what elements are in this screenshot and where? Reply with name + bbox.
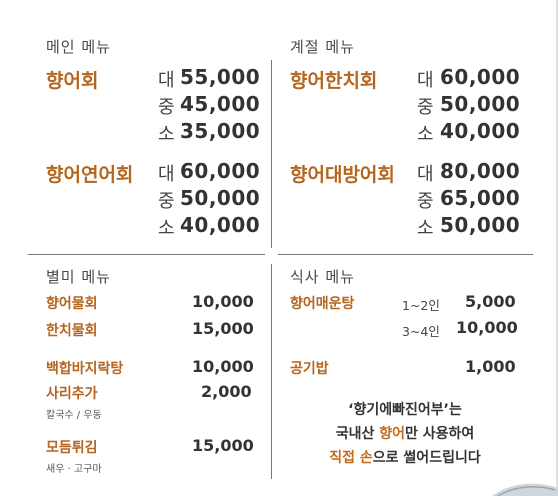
seasonal-item-2-size-1: 대	[417, 164, 434, 185]
slogan-line-3: 직접 손으로 썰어드립니다	[280, 447, 530, 467]
specialty-item-name-4: 사리추가	[46, 386, 98, 402]
seasonal-item-name-2: 향어대방어회	[290, 164, 395, 186]
meal-item-1-price-1: 5,000	[465, 292, 516, 311]
seasonal-item-name-1: 향어한치회	[290, 70, 378, 92]
slogan-line-2: 국내산 향어만 사용하여	[280, 423, 530, 443]
specialty-item-sub-4: 칼국수 / 우동	[46, 410, 102, 421]
seasonal-item-2-price-3: 50,000	[440, 213, 521, 237]
fish-illustration-icon	[492, 483, 558, 496]
meal-item-name-1: 향어매운탕	[290, 296, 355, 312]
specialty-item-sub-5: 새우 · 고구마	[46, 464, 102, 475]
main-item-1-price-2: 45,000	[180, 92, 261, 116]
seasonal-item-2-price-2: 65,000	[440, 186, 521, 210]
slogan-line-2-post: 만 사용하여	[405, 426, 475, 442]
specialty-item-name-5: 모듬튀김	[46, 440, 98, 456]
horizontal-divider-right	[278, 254, 533, 255]
specialty-item-price-4: 2,000	[201, 382, 252, 401]
meal-item-1-price-2: 10,000	[456, 318, 518, 337]
specialty-item-price-1: 10,000	[192, 292, 254, 311]
seasonal-item-1-price-3: 40,000	[440, 119, 521, 143]
specialty-item-name-3: 백합바지락탕	[46, 361, 124, 377]
main-item-1-size-1: 대	[158, 70, 175, 91]
seasonal-item-1-price-1: 60,000	[440, 65, 521, 89]
seasonal-item-2-size-2: 중	[417, 191, 434, 212]
slogan-line-3-highlight: 손	[359, 450, 373, 466]
seasonal-item-1-size-3: 소	[417, 124, 434, 145]
slogan-line-2-pre: 국내산	[335, 426, 380, 442]
specialty-item-price-5: 15,000	[192, 436, 254, 455]
right-edge-border	[556, 0, 558, 496]
slogan-line-3-post: 으로 썰어드립니다	[372, 450, 481, 466]
main-item-name-1: 향어회	[46, 70, 99, 92]
specialty-item-price-3: 10,000	[192, 357, 254, 376]
meal-item-price-2: 1,000	[465, 357, 516, 376]
meal-item-name-2: 공기밥	[290, 361, 329, 377]
main-item-2-price-1: 60,000	[180, 159, 261, 183]
main-item-2-price-3: 40,000	[180, 213, 261, 237]
seasonal-item-1-size-1: 대	[417, 70, 434, 91]
slogan-line-1: ‘향기에빠진어부’는	[348, 402, 462, 418]
main-item-1-price-1: 55,000	[180, 65, 261, 89]
slogan-line-2-highlight: 향어	[379, 426, 405, 442]
main-item-1-price-3: 35,000	[180, 119, 261, 143]
main-item-2-price-2: 50,000	[180, 186, 261, 210]
meal-menu-title: 식사 메뉴	[290, 268, 355, 286]
slogan-line-3-pre: 직접	[329, 450, 360, 466]
main-item-2-size-1: 대	[158, 164, 175, 185]
main-menu-title: 메인 메뉴	[46, 38, 111, 56]
seasonal-item-1-price-2: 50,000	[440, 92, 521, 116]
main-item-1-size-3: 소	[158, 124, 175, 145]
main-item-1-size-2: 중	[158, 97, 175, 118]
specialty-item-price-2: 15,000	[192, 319, 254, 338]
vertical-divider-bottom	[271, 264, 272, 479]
main-item-2-size-2: 중	[158, 191, 175, 212]
specialty-item-name-2: 한치물회	[46, 323, 98, 339]
specialty-item-name-1: 향어물회	[46, 296, 98, 312]
seasonal-item-1-size-2: 중	[417, 97, 434, 118]
horizontal-divider-left	[28, 254, 265, 255]
main-item-name-2: 향어연어회	[46, 164, 134, 186]
meal-item-1-qty-2: 3~4인	[402, 324, 440, 339]
seasonal-menu-title: 계절 메뉴	[290, 38, 355, 56]
vertical-divider-top	[271, 60, 272, 248]
main-item-2-size-3: 소	[158, 218, 175, 239]
seasonal-item-2-price-1: 80,000	[440, 159, 521, 183]
specialty-menu-title: 별미 메뉴	[46, 268, 111, 286]
meal-item-1-qty-1: 1~2인	[402, 298, 440, 313]
seasonal-item-2-size-3: 소	[417, 218, 434, 239]
